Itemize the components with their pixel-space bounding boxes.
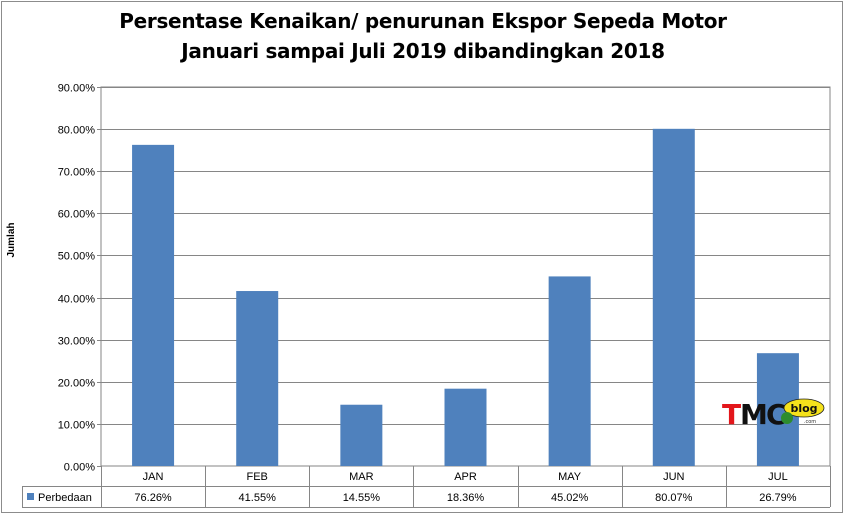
bar	[236, 291, 279, 466]
data-label: 14.55%	[343, 492, 381, 504]
chart-title-line-1: Persentase Kenaikan/ penurunan Ekspor Se…	[119, 9, 727, 33]
chart-title-line-2: Januari sampai Juli 2019 dibandingkan 20…	[181, 39, 665, 63]
bar	[444, 388, 487, 466]
data-label: 26.79%	[759, 492, 797, 504]
y-tick-label: 0.00%	[64, 462, 95, 474]
x-category-label: JUN	[663, 471, 684, 483]
y-tick-label: 30.00%	[58, 336, 96, 348]
bar	[548, 276, 591, 466]
data-label: 41.55%	[239, 492, 277, 504]
svg-text:T: T	[722, 398, 741, 430]
legend-key	[27, 493, 34, 500]
x-category-label: APR	[454, 471, 477, 483]
y-tick-label: 60.00%	[58, 209, 96, 221]
x-category-label: JUL	[768, 471, 788, 483]
data-label: 18.36%	[447, 492, 485, 504]
x-category-label: MAY	[558, 471, 582, 483]
y-tick-label: 50.00%	[58, 251, 96, 263]
y-tick-label: 80.00%	[58, 125, 96, 137]
svg-text:C: C	[766, 398, 787, 430]
y-tick-label: 10.00%	[58, 420, 96, 432]
chart-title: Persentase Kenaikan/ penurunan Ekspor Se…	[0, 6, 846, 66]
bar	[340, 404, 383, 466]
bar	[652, 128, 695, 466]
data-label: 45.02%	[551, 492, 589, 504]
x-category-label: FEB	[247, 471, 268, 483]
svg-text:M: M	[740, 398, 766, 430]
data-label: 76.26%	[134, 492, 172, 504]
x-category-label: JAN	[143, 471, 164, 483]
x-category-label: MAR	[349, 471, 374, 483]
y-tick-label: 90.00%	[58, 83, 96, 95]
y-tick-label: 40.00%	[58, 294, 96, 306]
data-label: 80.07%	[655, 492, 693, 504]
svg-text:blog: blog	[790, 402, 817, 415]
y-tick-label: 20.00%	[58, 378, 96, 390]
bar	[132, 144, 175, 467]
legend-label: Perbedaan	[38, 492, 92, 504]
svg-text:.com: .com	[804, 419, 816, 425]
tmcblog-logo: T M C blog .com	[720, 396, 830, 430]
y-tick-label: 70.00%	[58, 167, 96, 179]
